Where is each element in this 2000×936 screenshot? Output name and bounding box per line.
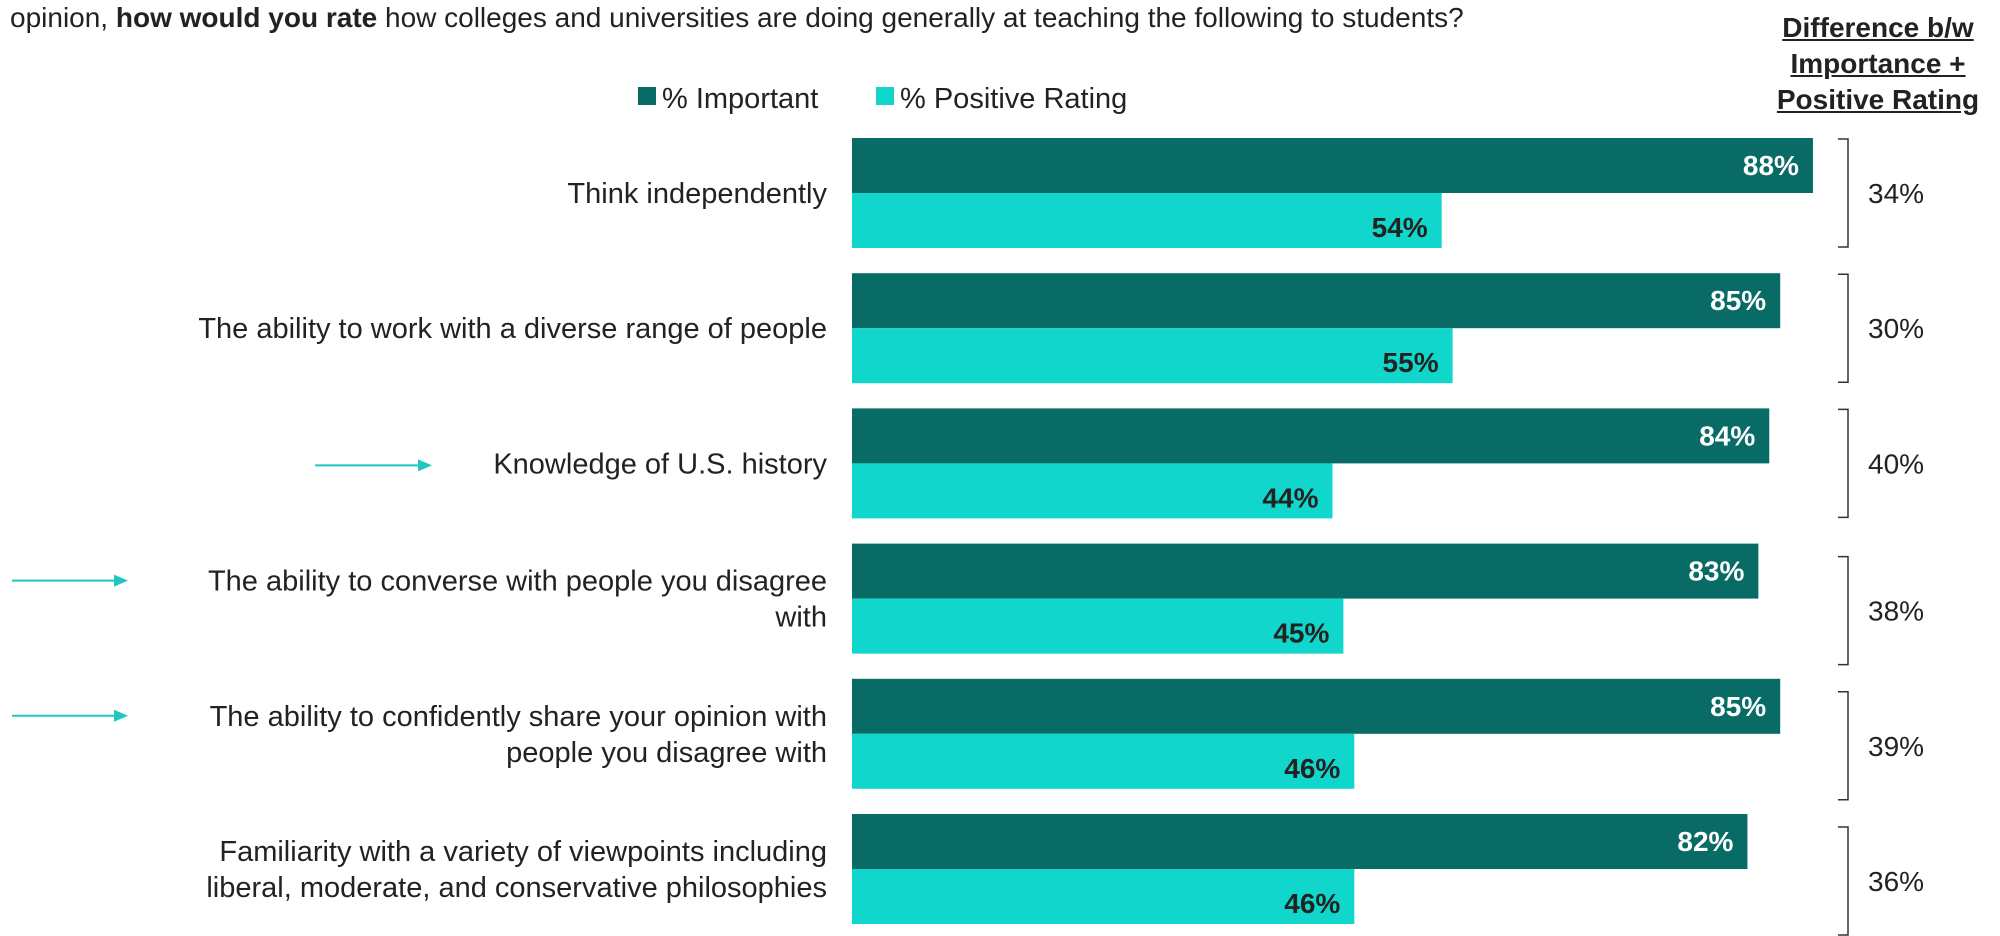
data-label-important: 88% xyxy=(1743,150,1799,181)
category-label: Think independently xyxy=(567,178,827,210)
bar-positive xyxy=(852,733,1355,789)
data-label-positive: 46% xyxy=(1284,753,1340,784)
difference-header: Difference b/w Importance + Positive Rat… xyxy=(1758,10,1998,118)
data-label-important: 85% xyxy=(1710,691,1766,722)
category-label: The ability to confidently share your op… xyxy=(210,701,827,733)
bar-important xyxy=(852,408,1770,464)
difference-value: 39% xyxy=(1868,731,1924,762)
category-label: The ability to converse with people you … xyxy=(208,566,827,598)
question-bold: how would you rate xyxy=(115,2,378,33)
bar-positive xyxy=(852,193,1442,248)
category-label: with xyxy=(774,602,827,634)
difference-bracket xyxy=(1838,408,1849,519)
bar-positive xyxy=(852,598,1344,654)
data-label-important: 82% xyxy=(1677,826,1733,857)
difference-value: 40% xyxy=(1868,448,1924,479)
question-text: opinion, how would you rate how colleges… xyxy=(10,0,1464,36)
difference-header-line-1: Difference b/w xyxy=(1782,12,1974,43)
question-suffix: how colleges and universities are doing … xyxy=(377,2,1464,33)
difference-value: 30% xyxy=(1868,313,1924,344)
difference-bracket xyxy=(1838,691,1849,801)
difference-value: 36% xyxy=(1868,866,1924,897)
difference-bracket xyxy=(1838,555,1849,666)
difference-bracket xyxy=(1838,826,1849,936)
bar-important xyxy=(852,678,1781,734)
bar-positive xyxy=(852,328,1453,384)
bar-important xyxy=(852,543,1759,599)
legend-label-important: % Important xyxy=(662,83,818,115)
data-label-important: 85% xyxy=(1710,285,1766,316)
category-label: liberal, moderate, and conservative phil… xyxy=(206,872,827,904)
data-label-positive: 44% xyxy=(1262,482,1318,513)
legend-swatch-important xyxy=(638,87,656,105)
difference-bracket xyxy=(1838,273,1849,383)
data-label-positive: 46% xyxy=(1284,888,1340,919)
data-label-important: 83% xyxy=(1688,556,1744,587)
bar-important xyxy=(852,273,1781,329)
highlight-arrow-head xyxy=(418,459,432,472)
category-label: people you disagree with xyxy=(506,737,827,769)
difference-header-line-2: Importance + xyxy=(1790,48,1966,79)
category-label: Knowledge of U.S. history xyxy=(493,448,827,480)
bar-important xyxy=(852,814,1748,869)
difference-value: 38% xyxy=(1868,596,1924,627)
legend-label-positive: % Positive Rating xyxy=(900,83,1127,115)
bar-positive xyxy=(852,869,1355,924)
data-label-positive: 55% xyxy=(1383,347,1439,378)
category-label: The ability to work with a diverse range… xyxy=(198,313,827,345)
difference-header-line-3: Positive Rating xyxy=(1776,84,1980,115)
legend-swatch-positive xyxy=(876,87,894,105)
question-prefix: opinion, xyxy=(10,2,116,33)
data-label-important: 84% xyxy=(1699,420,1755,451)
highlight-arrow-head xyxy=(114,574,128,587)
difference-bracket xyxy=(1838,138,1849,248)
data-label-positive: 54% xyxy=(1372,212,1428,243)
difference-value: 34% xyxy=(1868,178,1924,209)
highlight-arrow-head xyxy=(114,709,128,722)
bar-positive xyxy=(852,463,1333,519)
category-label: Familiarity with a variety of viewpoints… xyxy=(219,836,827,868)
bar-important xyxy=(852,138,1813,193)
data-label-positive: 45% xyxy=(1273,618,1329,649)
